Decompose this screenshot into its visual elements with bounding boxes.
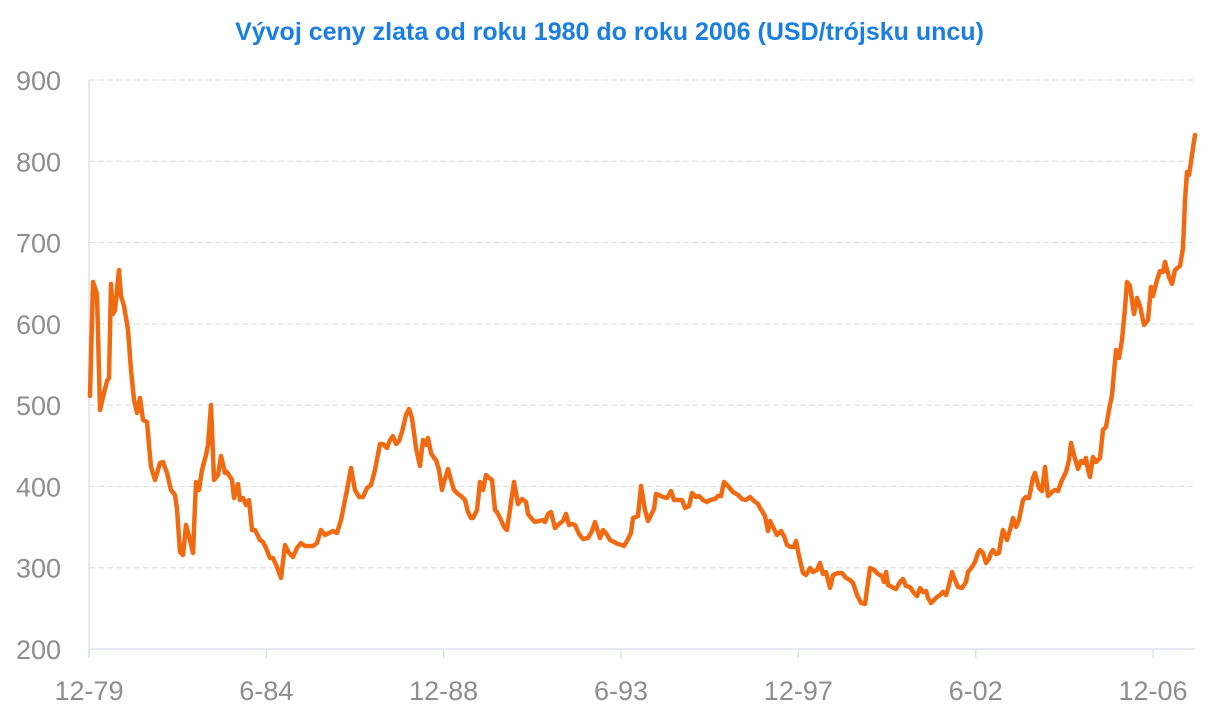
y-tick-label: 600 [16, 310, 61, 340]
y-tick-label: 700 [16, 229, 61, 259]
x-tick-label: 12-97 [764, 676, 833, 706]
x-tick-label: 6-02 [949, 676, 1003, 706]
y-tick-label: 400 [16, 472, 61, 502]
gridlines [88, 79, 1195, 657]
y-tick-label: 800 [16, 147, 61, 177]
x-tick-label: 6-93 [594, 676, 648, 706]
x-tick-label: 12-06 [1118, 676, 1187, 706]
chart-title: Vývoj ceny zlata od roku 1980 do roku 20… [235, 18, 984, 46]
y-axis: 200 300 400 500 600 700 800 900 [16, 66, 61, 665]
gold-price-line [87, 132, 1198, 607]
y-tick-label: 500 [16, 391, 61, 421]
y-tick-label: 300 [16, 554, 61, 584]
x-tick-label: 12-79 [54, 676, 123, 706]
x-tick-label: 12-88 [409, 676, 478, 706]
x-axis: 12-79 6-84 12-88 6-93 12-97 6-02 12-06 [54, 649, 1188, 706]
y-tick-label: 900 [16, 66, 61, 96]
y-tick-label: 200 [16, 635, 61, 665]
x-tick-label: 6-84 [239, 676, 293, 706]
